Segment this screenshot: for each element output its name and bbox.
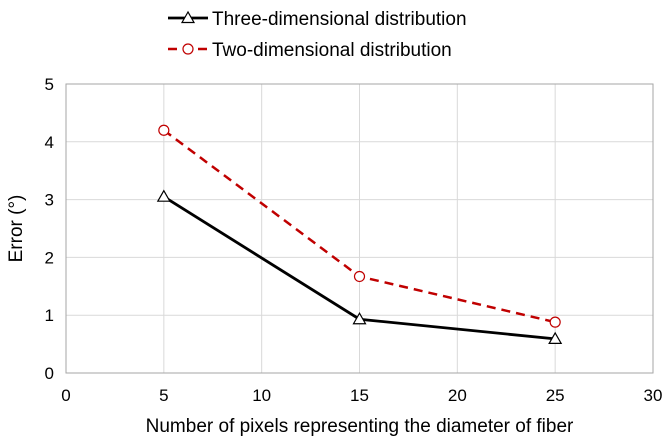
series-2 xyxy=(158,124,561,328)
x-tick-labels: 0 5 10 15 20 25 30 xyxy=(61,386,662,405)
x-tick-label: 25 xyxy=(546,386,565,405)
data-point xyxy=(352,312,367,325)
legend-label: Three-dimensional distribution xyxy=(212,9,467,30)
grid-lines xyxy=(66,84,653,373)
legend-entry-2: Two-dimensional distribution xyxy=(168,40,452,61)
data-point xyxy=(353,270,366,283)
legend-marker xyxy=(182,43,194,55)
y-tick-label: 2 xyxy=(45,248,54,267)
data-point xyxy=(156,189,171,202)
data-point xyxy=(549,316,561,328)
x-tick-label: 20 xyxy=(448,386,467,405)
y-tick-label: 1 xyxy=(45,306,54,325)
y-tick-labels: 0 1 2 3 4 5 xyxy=(45,75,54,383)
legend: Three-dimensional distribution Two-dimens… xyxy=(168,9,467,61)
y-axis-label: Error (°) xyxy=(6,195,27,263)
x-tick-label: 15 xyxy=(350,386,369,405)
x-tick-label: 30 xyxy=(644,386,663,405)
x-tick-label: 5 xyxy=(159,386,168,405)
legend-entry-1: Three-dimensional distribution xyxy=(168,9,467,30)
legend-label: Two-dimensional distribution xyxy=(212,40,452,61)
data-point xyxy=(548,331,563,344)
plot-area-frame xyxy=(65,83,654,374)
x-tick-label: 10 xyxy=(252,386,271,405)
y-tick-label: 4 xyxy=(45,133,54,152)
legend-marker xyxy=(180,10,196,24)
series-1 xyxy=(156,189,563,344)
y-tick-label: 3 xyxy=(45,191,54,210)
x-axis-label: Number of pixels representing the diamet… xyxy=(146,416,574,437)
data-point xyxy=(158,124,170,136)
y-tick-label: 5 xyxy=(45,75,54,94)
y-tick-label: 0 xyxy=(45,364,54,383)
x-tick-label: 0 xyxy=(61,386,70,405)
series-group xyxy=(156,124,563,344)
